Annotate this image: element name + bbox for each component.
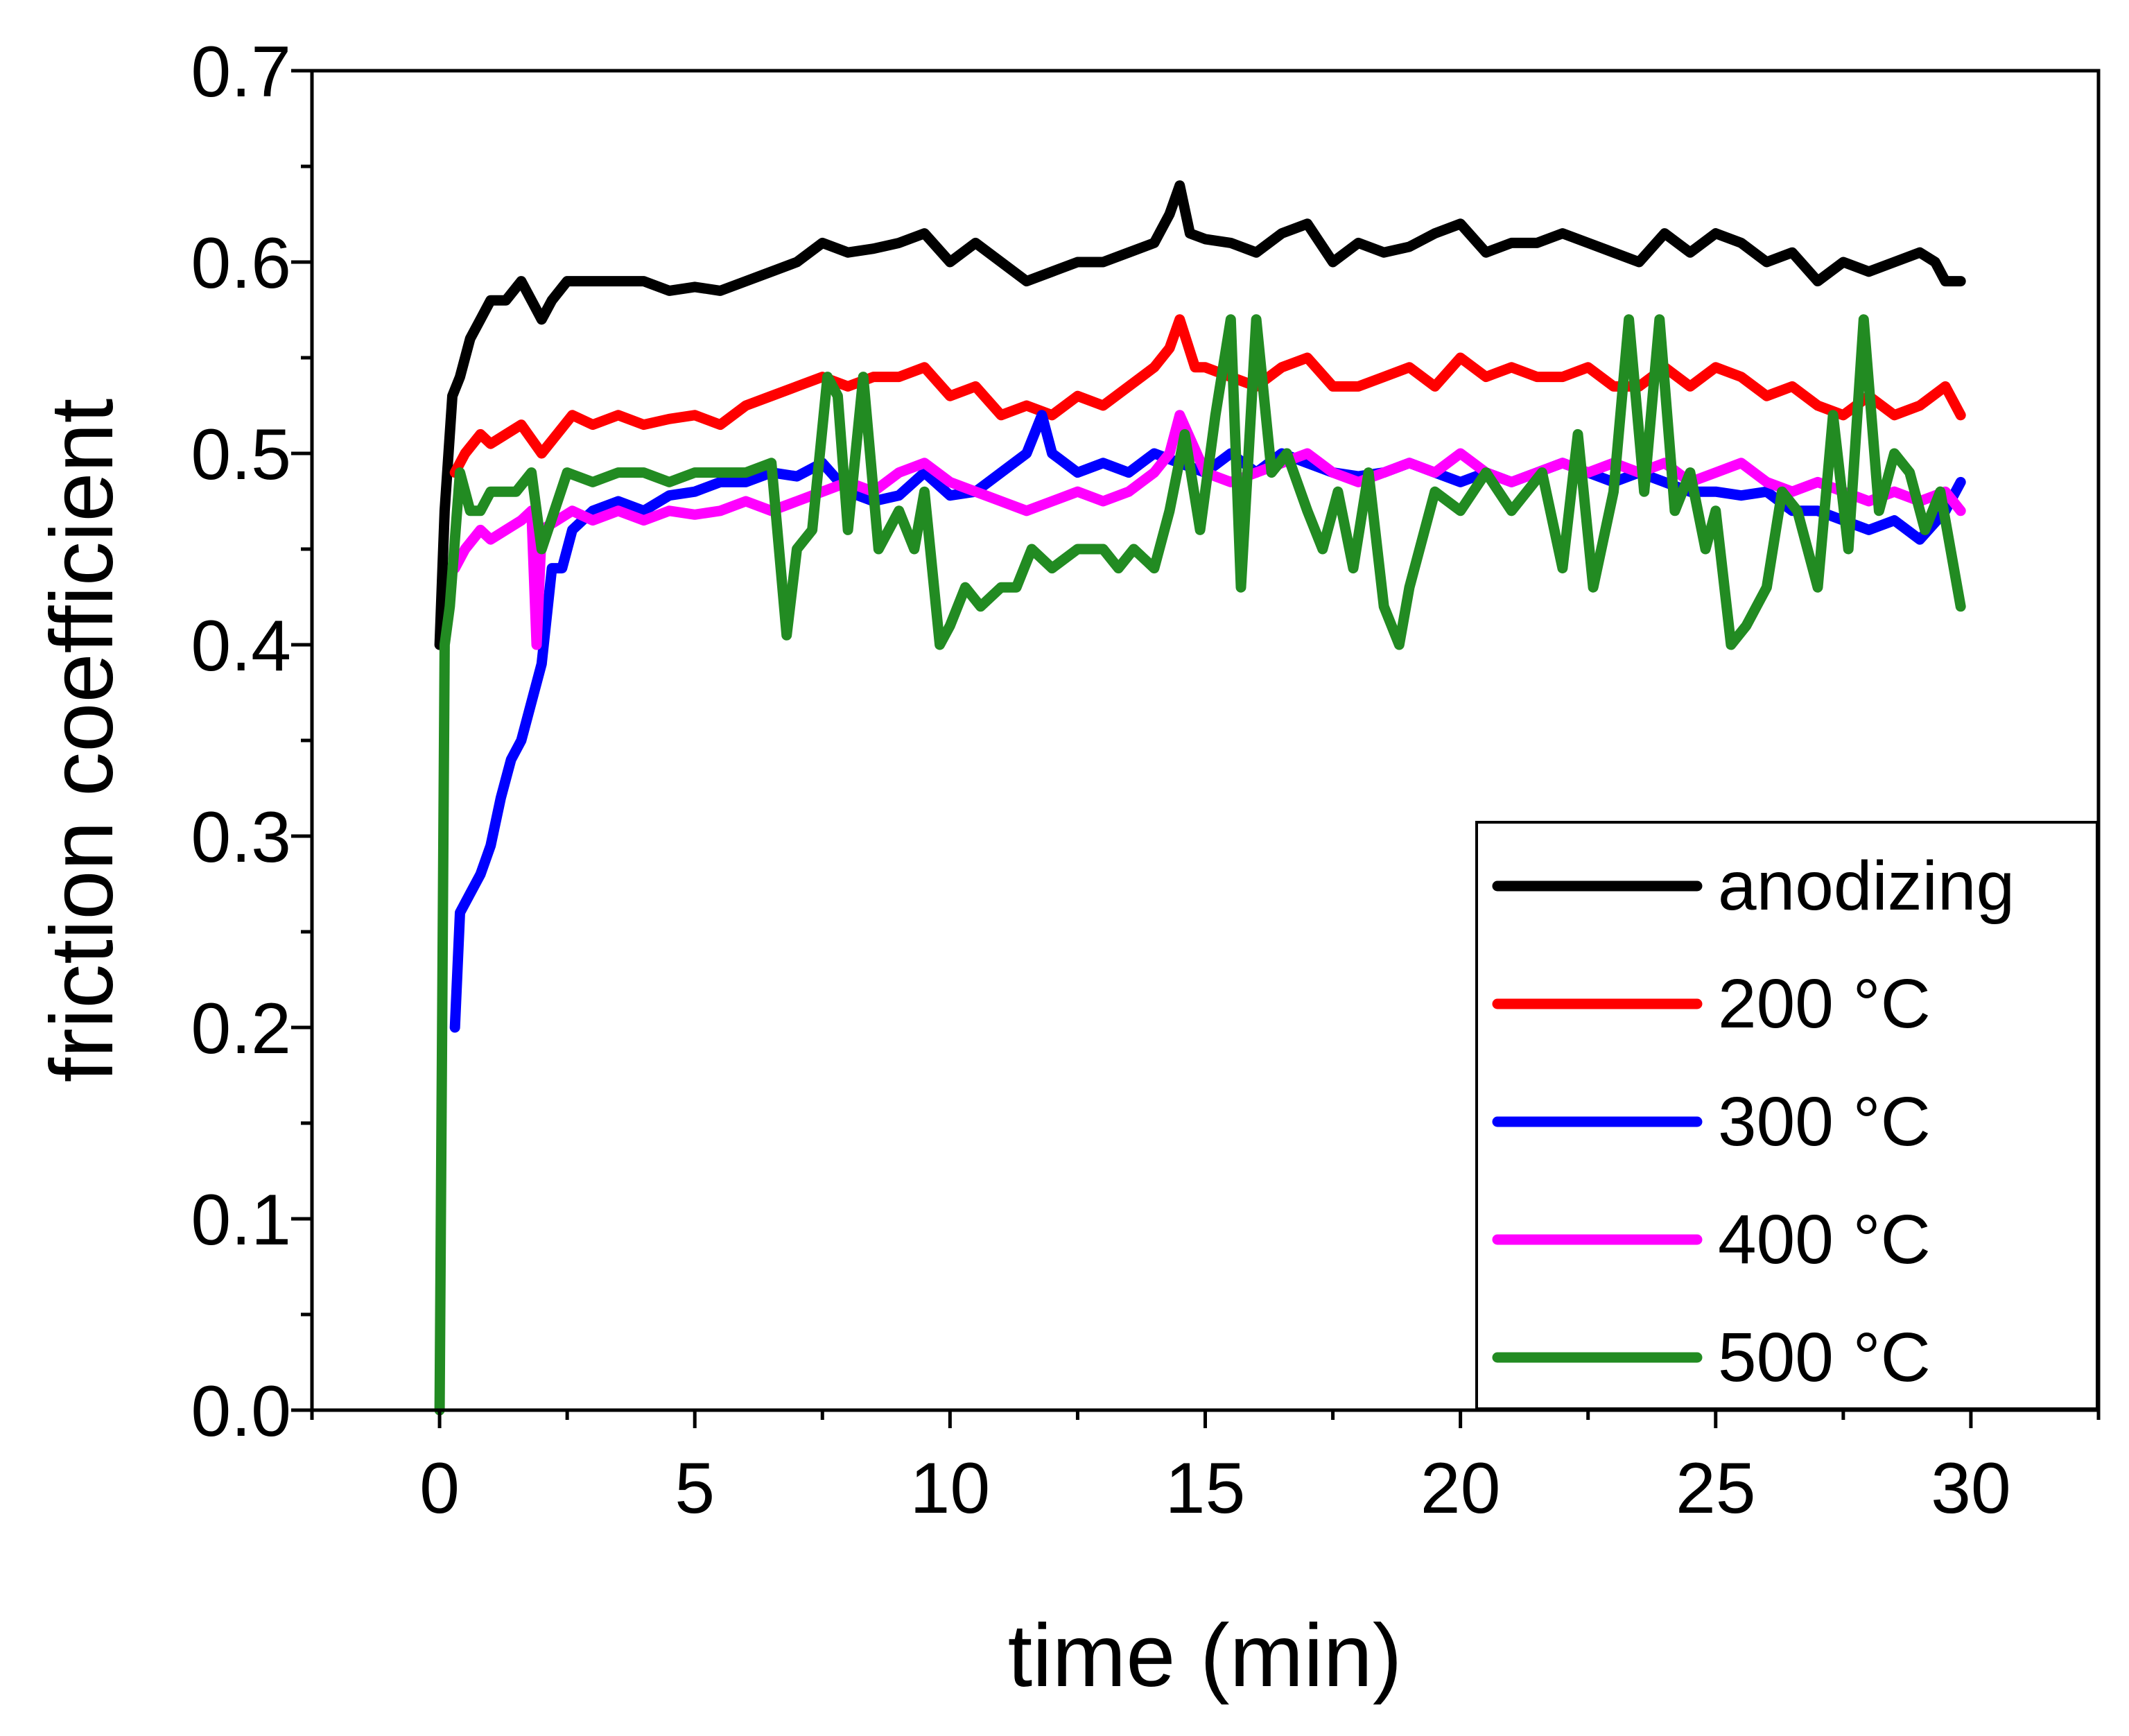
series-line-0 [434,180,1966,650]
y-tick-label: 0.1 [191,1180,291,1260]
legend-item: anodizing [1492,847,2015,925]
y-tick-label: 0.6 [191,223,291,304]
y-axis-ticks: 0.0 0.1 0.2 0.3 0.4 0.5 0.6 0.7 [191,32,312,1452]
x-tick-label: 10 [910,1448,991,1529]
y-tick-label: 0.4 [191,606,291,686]
y-axis-title: friction coefficient [33,399,132,1083]
series-layer [434,180,1966,1416]
legend-label: anodizing [1718,847,2015,925]
x-tick-label: 30 [1931,1448,2011,1529]
x-tick-label: 20 [1420,1448,1501,1529]
legend-item: 400 °C [1492,1201,1931,1278]
y-tick-label: 0.0 [191,1371,291,1452]
y-tick-label: 0.5 [191,415,291,495]
x-tick-label: 25 [1676,1448,1756,1529]
series-line-4 [434,314,1966,1416]
legend: anodizing 200 °C 300 °C 400 °C 500 °C [1475,821,2098,1410]
x-tick-label: 15 [1165,1448,1246,1529]
y-tick-label: 0.2 [191,989,291,1069]
series-line-1 [449,314,1966,478]
x-axis-title: time (min) [1008,1606,1402,1705]
x-tick-label: 0 [419,1448,460,1529]
legend-box [1475,821,2098,1410]
x-tick-label: 5 [675,1448,715,1529]
y-tick-label: 0.3 [191,797,291,878]
legend-label: 500 °C [1718,1319,1931,1396]
legend-label: 400 °C [1718,1201,1931,1278]
y-tick-label: 0.7 [191,32,291,112]
legend-label: 200 °C [1718,965,1931,1043]
x-axis-ticks: 0 5 10 15 20 25 30 [310,1410,2101,1529]
legend-item: 500 °C [1492,1319,1931,1396]
legend-label: 300 °C [1718,1083,1931,1161]
legend-item: 300 °C [1492,1083,1931,1161]
legend-item: 200 °C [1492,965,1931,1043]
